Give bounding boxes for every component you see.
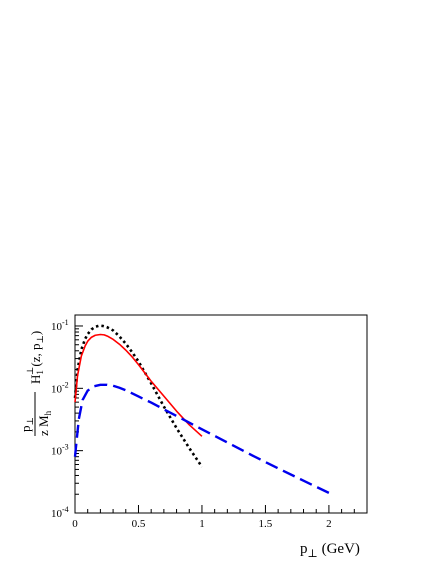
- y-axis-label: p⊥ z Mh H1⊥(z, p⊥): [18, 331, 53, 436]
- series-line-dashed: [73, 383, 330, 494]
- y-label-numerator: p⊥: [18, 417, 35, 432]
- x-tick-label: 0.5: [132, 518, 146, 530]
- series-line-solid: [74, 333, 203, 437]
- x-tick-label: 0: [72, 518, 78, 530]
- y-label-denominator: z Mh: [36, 410, 53, 436]
- tick-labels: 0 0.5 1 1.5 2 10-4 10-3 10-2 10-1: [51, 318, 332, 530]
- y-tick-label: 10-4: [51, 505, 69, 520]
- series-group: [73, 324, 330, 494]
- x-tick-label: 2: [326, 518, 332, 530]
- series-line-dotted: [73, 324, 204, 468]
- plot-frame: [74, 314, 368, 514]
- x-tick-label: 1: [199, 518, 205, 530]
- x-tick-label: 1.5: [259, 518, 273, 530]
- y-label-function: H1⊥(z, p⊥): [25, 331, 45, 384]
- axis-ticks: [74, 325, 368, 514]
- x-axis-label: p⊥ (GeV): [300, 541, 360, 560]
- y-tick-label: 10-2: [51, 380, 69, 395]
- y-tick-label: 10-3: [51, 443, 69, 458]
- y-tick-label: 10-1: [51, 318, 69, 333]
